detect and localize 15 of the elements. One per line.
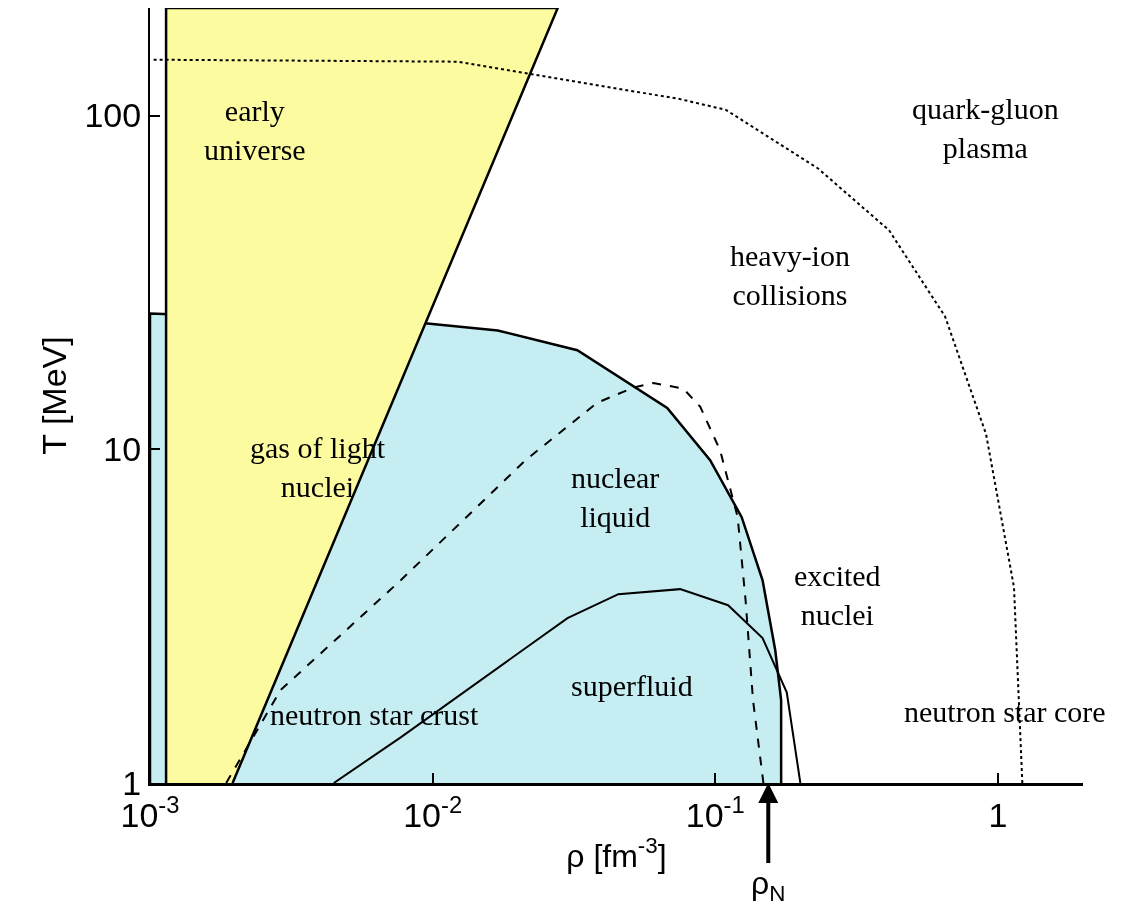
y-tick-label: 10 bbox=[103, 430, 142, 469]
x-tick-label: 1 bbox=[988, 795, 1008, 834]
annotation: quark-gluon plasma bbox=[912, 92, 1059, 164]
annotation: ρ$_{N}$ bbox=[751, 865, 786, 906]
annotation: early universe bbox=[204, 94, 306, 166]
annotation: superfluid bbox=[571, 669, 693, 702]
annotation: neutron star core bbox=[904, 695, 1106, 728]
y-tick-label: 100 bbox=[84, 96, 142, 135]
y-axis-title: T [MeV] bbox=[34, 336, 73, 455]
x-axis-title: ρ [fm$^{-3}$] bbox=[566, 833, 667, 874]
annotation: heavy-ion collisions bbox=[730, 239, 850, 311]
annotation: excited nuclei bbox=[794, 559, 881, 631]
annotation: nuclear liquid bbox=[571, 461, 660, 533]
x-tick-label: 10$^{-2}$ bbox=[403, 790, 463, 834]
x-tick-label: 10$^{-1}$ bbox=[685, 790, 745, 834]
